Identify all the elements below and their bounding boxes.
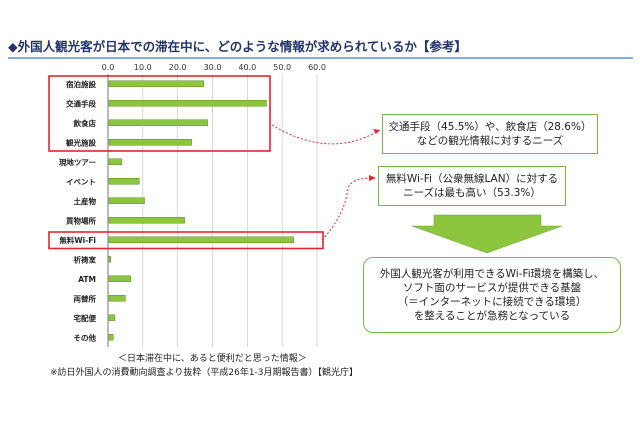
bar bbox=[108, 334, 114, 341]
leader-line-transport bbox=[271, 124, 381, 145]
x-tick-label: 0.0 bbox=[102, 63, 115, 72]
bars bbox=[108, 80, 294, 341]
callout-free-wifi: 無料Wi-Fi（公衆無線LAN）に対する ニーズは最も高い（53.3%） bbox=[378, 166, 566, 206]
category-label: 祈祷室 bbox=[74, 254, 97, 264]
category-label: ATM bbox=[78, 275, 96, 284]
category-label: 飲食店 bbox=[73, 118, 97, 128]
callout-wifi-line-1: 無料Wi-Fi（公衆無線LAN）に対する bbox=[385, 173, 559, 185]
x-tick-label: 50.0 bbox=[273, 63, 291, 72]
bar bbox=[108, 236, 294, 243]
category-label: 土産物 bbox=[74, 196, 97, 206]
bar bbox=[108, 314, 116, 321]
category-label: イベント bbox=[66, 177, 96, 186]
grid-lines bbox=[107, 74, 318, 347]
bar bbox=[108, 275, 131, 282]
bar bbox=[108, 139, 192, 146]
callout-summary-line-2: ソフト面のサービスが提供できる基盤 bbox=[402, 282, 582, 294]
bar bbox=[108, 295, 126, 302]
category-label: 観光施設 bbox=[66, 137, 96, 147]
bar bbox=[108, 119, 208, 126]
category-label: 両替所 bbox=[74, 293, 97, 303]
x-tick-label: 10.0 bbox=[134, 63, 152, 72]
title-divider bbox=[8, 57, 633, 59]
leader-lines bbox=[271, 124, 381, 241]
page-title: ◆外国人観光客が日本での滞在中に、どのような情報が求められているか【参考】 bbox=[8, 39, 467, 54]
category-label: 宅配便 bbox=[74, 313, 97, 323]
callout-summary-line-4: を整えることが急務となっている bbox=[413, 310, 571, 322]
x-tick-labels: 0.0 10.0 20.0 30.0 40.0 50.0 60.0 bbox=[102, 63, 326, 72]
callout-summary-line-1: 外国人観光客が利用できるWi-Fi環境を構築し、 bbox=[379, 268, 605, 280]
source-note: ※訪日外国人の消費動向調査より抜粋（平成26年1-3月期報告書）【観光庁】 bbox=[50, 368, 359, 378]
category-label: 買物場所 bbox=[66, 215, 96, 225]
callout-transport-line-2: などの観光情報に対するニーズ bbox=[416, 135, 564, 147]
category-label: 交通手段 bbox=[66, 98, 96, 108]
category-label: 現地ツアー bbox=[59, 157, 96, 167]
leader-arrowhead-wifi bbox=[369, 175, 376, 181]
leader-arrowhead-transport bbox=[373, 129, 380, 134]
bar bbox=[108, 217, 185, 224]
highlight-box bbox=[48, 231, 324, 250]
survey-caption: ＜日本滞在中に、あると便利だと思った情報＞ bbox=[118, 354, 307, 364]
category-label: 無料Wi-Fi bbox=[59, 235, 96, 245]
callout-wifi-line-2: ニーズは最も高い（53.3%） bbox=[403, 187, 541, 199]
bar bbox=[108, 178, 140, 185]
x-tick-label: 20.0 bbox=[169, 63, 187, 72]
bar bbox=[108, 158, 123, 165]
bar bbox=[108, 256, 112, 263]
callout-summary-line-3: （＝インターネットに接続できる環境） bbox=[397, 296, 587, 308]
highlight-boxes bbox=[48, 75, 324, 250]
x-tick-label: 60.0 bbox=[308, 63, 326, 72]
bar bbox=[108, 80, 205, 87]
callout-transport-restaurant: 交通手段（45.5%）や、飲食店（28.6%） などの観光情報に対するニーズ bbox=[382, 114, 598, 154]
x-tick-label: 30.0 bbox=[204, 63, 222, 72]
leader-line-wifi bbox=[321, 177, 373, 241]
category-label: 宿泊施設 bbox=[66, 79, 96, 89]
category-label: その他 bbox=[74, 332, 97, 342]
callout-transport-line-1: 交通手段（45.5%）や、飲食店（28.6%） bbox=[388, 121, 592, 133]
x-tick-label: 40.0 bbox=[238, 63, 256, 72]
highlight-box bbox=[48, 75, 271, 152]
down-arrow bbox=[411, 214, 563, 254]
callout-summary: 外国人観光客が利用できるWi-Fi環境を構築し、 ソフト面のサービスが提供できる… bbox=[363, 257, 621, 333]
bar bbox=[108, 197, 145, 204]
bar bbox=[108, 100, 267, 107]
